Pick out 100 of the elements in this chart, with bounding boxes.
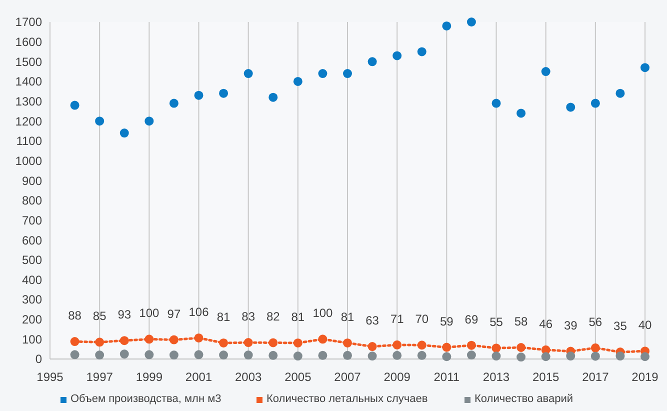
point — [516, 108, 526, 118]
point — [368, 57, 377, 66]
point — [466, 18, 476, 26]
data-label: 106 — [188, 304, 210, 319]
point — [95, 350, 104, 360]
point — [318, 69, 328, 78]
legend-label: Количество аварий — [474, 393, 573, 406]
point — [144, 116, 154, 126]
point — [566, 102, 576, 112]
data-label: 39 — [564, 318, 578, 332]
point — [169, 98, 178, 108]
point — [169, 350, 178, 360]
point — [244, 69, 253, 78]
point — [268, 350, 278, 360]
point — [268, 92, 278, 102]
point — [318, 334, 328, 344]
point — [95, 338, 104, 347]
y-tick-label: 1200 — [15, 114, 42, 128]
y-tick-label: 1100 — [16, 134, 42, 148]
legend-label: Количество летальных случаев — [266, 393, 428, 406]
point — [95, 116, 104, 126]
point — [293, 338, 302, 348]
x-tick-label: 2019 — [632, 370, 659, 384]
y-tick-label: 900 — [22, 174, 42, 188]
y-tick-label: 400 — [22, 272, 42, 287]
x-tick-label: 1995 — [36, 370, 64, 384]
y-tick-label: 500 — [22, 253, 42, 268]
x-tick-label: 2011 — [434, 370, 460, 384]
data-label: 58 — [514, 314, 528, 328]
legend-label: Объем производства, млн м3 — [70, 393, 222, 406]
point — [368, 352, 377, 361]
point — [194, 333, 204, 342]
x-tick-label: 2001 — [185, 370, 212, 384]
data-label: 88 — [68, 308, 82, 323]
point — [466, 340, 476, 350]
data-label: 59 — [440, 314, 454, 328]
point — [194, 350, 204, 360]
data-label: 81 — [216, 310, 231, 324]
point — [293, 76, 302, 86]
x-tick-label: 2013 — [482, 370, 510, 384]
point — [70, 100, 80, 110]
point — [590, 98, 600, 108]
data-label: 100 — [139, 306, 160, 320]
point — [442, 352, 452, 362]
data-label: 97 — [167, 306, 181, 321]
y-tick-label: 200 — [22, 312, 42, 327]
y-tick-label: 1400 — [15, 74, 42, 89]
data-label: 63 — [366, 314, 380, 328]
data-label: 82 — [266, 310, 280, 324]
y-tick-label: 0 — [35, 352, 42, 366]
point — [144, 350, 154, 360]
data-label: 85 — [92, 309, 107, 324]
point — [343, 69, 352, 78]
point — [442, 342, 452, 352]
y-tick-label: 1500 — [15, 54, 42, 69]
point — [194, 90, 204, 100]
point — [120, 350, 129, 359]
x-tick-label: 2015 — [532, 370, 560, 384]
point — [392, 340, 402, 350]
point — [417, 340, 426, 350]
y-tick-label: 1700 — [15, 15, 42, 30]
point — [492, 344, 501, 353]
point — [120, 128, 129, 138]
y-tick-label: 700 — [22, 213, 42, 228]
x-tick-label: 2003 — [234, 370, 262, 384]
point — [70, 350, 80, 360]
point — [219, 350, 228, 360]
y-tick-label: 800 — [22, 194, 42, 208]
data-label: 93 — [118, 308, 132, 322]
point — [70, 337, 80, 346]
x-tick-label: 2005 — [284, 370, 312, 384]
x-tick-label: 2009 — [384, 370, 411, 384]
point — [616, 88, 625, 98]
x-tick-label: 1997 — [86, 370, 114, 384]
point — [144, 334, 154, 344]
point — [219, 88, 228, 98]
point — [120, 336, 129, 346]
point — [590, 352, 600, 361]
y-tick-label: 100 — [22, 332, 42, 346]
data-label: 100 — [312, 306, 334, 320]
x-tick-label: 2017 — [582, 370, 610, 384]
x-tick-label: 1999 — [136, 370, 163, 384]
point — [492, 352, 501, 361]
point — [293, 352, 302, 361]
point — [466, 350, 476, 360]
y-tick-label: 300 — [22, 292, 42, 307]
data-label: 83 — [242, 310, 256, 324]
point — [566, 352, 576, 361]
point — [516, 343, 526, 352]
point — [244, 350, 253, 360]
point — [343, 350, 352, 360]
point — [417, 350, 426, 360]
point — [541, 352, 550, 362]
point — [392, 350, 402, 360]
point — [343, 338, 352, 348]
point — [541, 67, 550, 76]
data-label: 81 — [291, 310, 305, 324]
point — [442, 21, 452, 30]
data-label: 46 — [539, 316, 553, 331]
data-label: 69 — [464, 312, 478, 326]
